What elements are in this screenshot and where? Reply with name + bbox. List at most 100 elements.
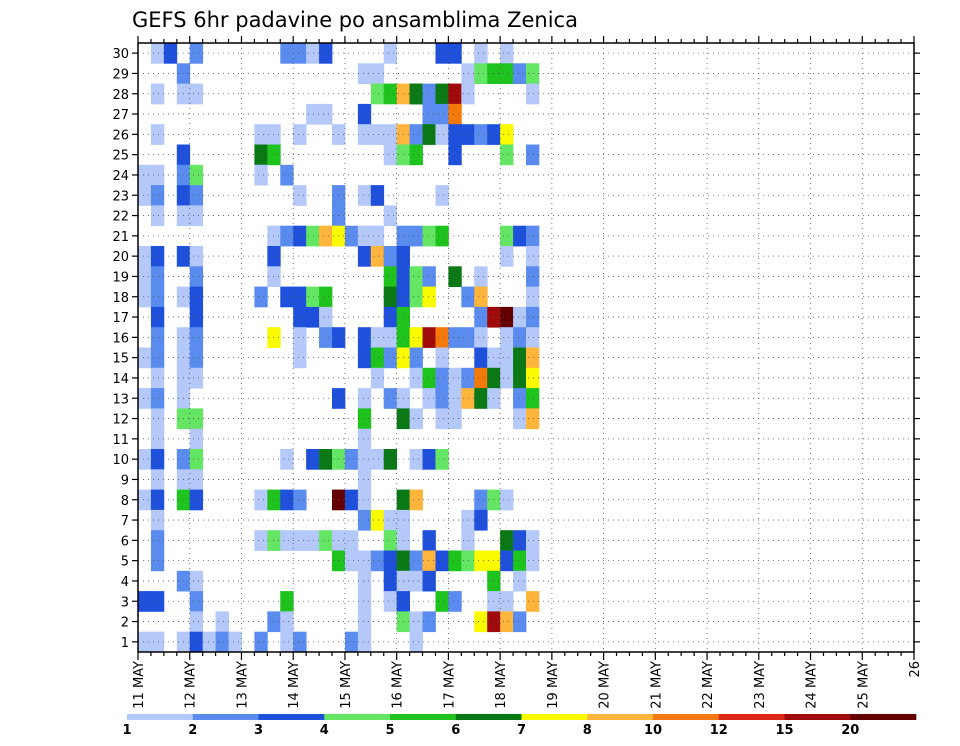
heatmap-cell — [293, 225, 307, 247]
heatmap-cell — [526, 408, 540, 430]
heatmap-cell — [293, 306, 307, 328]
heatmap-cell — [422, 550, 436, 572]
heatmap-cell — [357, 428, 372, 450]
heatmap-cell — [500, 530, 514, 551]
legend-swatch — [455, 714, 522, 720]
heatmap-cell — [138, 164, 152, 186]
heatmap-cell — [306, 449, 320, 470]
heatmap-cell — [370, 327, 385, 348]
heatmap-cell — [383, 286, 398, 308]
heatmap-cell — [461, 124, 475, 145]
legend-label: 20 — [841, 723, 859, 738]
heatmap-cell — [383, 509, 398, 531]
heatmap-cell — [138, 388, 152, 409]
y-tick-label: 29 — [112, 67, 129, 82]
heatmap-cell — [526, 225, 540, 247]
heatmap-cell — [344, 631, 359, 653]
heatmap-cell — [189, 631, 204, 653]
heatmap-cell — [422, 449, 436, 470]
heatmap-cell — [254, 124, 268, 145]
heatmap-cell — [150, 43, 165, 64]
heatmap-cell — [319, 449, 333, 470]
heatmap-cell — [422, 286, 436, 308]
heatmap-cell — [500, 144, 514, 166]
heatmap-cell — [138, 286, 152, 308]
heatmap-cell — [370, 185, 385, 206]
y-tick-label: 3 — [121, 595, 129, 610]
heatmap-cell — [370, 509, 385, 531]
heatmap-cell — [280, 43, 294, 64]
heatmap-cell — [306, 103, 320, 125]
heatmap-cell — [150, 185, 165, 206]
heatmap-cell — [357, 550, 372, 572]
heatmap-cell — [435, 388, 449, 409]
heatmap-cell — [138, 489, 152, 511]
heatmap-cell — [150, 327, 165, 348]
y-tick-label: 26 — [112, 128, 129, 143]
heatmap-cell — [138, 591, 152, 612]
heatmap-cell — [422, 124, 436, 145]
heatmap-cell — [319, 286, 333, 308]
heatmap-cell — [150, 124, 165, 145]
heatmap-cell — [344, 449, 359, 470]
heatmap-cell — [357, 469, 372, 490]
heatmap-cell — [357, 631, 372, 653]
x-tick-label: 15 MAY — [339, 661, 354, 709]
heatmap-cell — [474, 611, 488, 633]
x-tick-label: 14 MAY — [287, 661, 302, 709]
heatmap-cell — [448, 124, 462, 145]
heatmap-cell — [448, 266, 462, 287]
heatmap-cell — [383, 327, 398, 348]
heatmap-cell — [435, 43, 449, 64]
heatmap-cell — [513, 225, 527, 247]
heatmap-cell — [409, 347, 423, 369]
heatmap-cell — [461, 530, 475, 551]
heatmap-cell — [150, 509, 165, 531]
heatmap-cell — [448, 43, 462, 64]
heatmap-cell — [280, 449, 294, 470]
heatmap-cell — [280, 286, 294, 308]
heatmap-cell — [383, 266, 398, 287]
x-tick-label: 11 MAY — [132, 661, 147, 709]
x-tick-label: 21 MAY — [649, 661, 664, 709]
heatmap-cell — [357, 185, 372, 206]
heatmap-cell — [150, 530, 165, 551]
x-tick-label: 25 MAY — [856, 661, 871, 709]
heatmap-cell — [461, 367, 475, 389]
heatmap-cell — [357, 591, 372, 612]
heatmap-cell — [448, 388, 462, 409]
heatmap-cell — [435, 225, 449, 247]
heatmap-cell — [370, 124, 385, 145]
heatmap-cell — [500, 246, 514, 267]
heatmap-cell — [306, 43, 320, 64]
heatmap-cell — [409, 489, 423, 511]
y-tick-label: 15 — [112, 352, 129, 367]
heatmap-cell — [319, 306, 333, 328]
heatmap-cell — [526, 591, 540, 612]
heatmap-cell — [448, 83, 462, 105]
heatmap-cell — [189, 83, 204, 105]
heatmap-cell — [448, 367, 462, 389]
heatmap-cell — [357, 63, 372, 84]
heatmap-cell — [370, 246, 385, 267]
heatmap-cell — [461, 327, 475, 348]
heatmap-cell — [138, 631, 152, 653]
heatmap-cell — [319, 225, 333, 247]
heatmap-cell — [448, 408, 462, 430]
heatmap-cell — [293, 185, 307, 206]
heatmap-cell — [461, 286, 475, 308]
heatmap-cell — [319, 530, 333, 551]
heatmap-cell — [357, 449, 372, 470]
heatmap-cell — [409, 124, 423, 145]
heatmap-cell — [474, 266, 488, 287]
heatmap-cell — [280, 591, 294, 612]
heatmap-cell — [526, 246, 540, 267]
heatmap-cell — [500, 550, 514, 572]
y-tick-label: 30 — [112, 47, 129, 62]
heatmap-cell — [150, 469, 165, 490]
y-tick-label: 9 — [121, 473, 129, 488]
heatmap-cell — [474, 489, 488, 511]
heatmap-cell — [526, 550, 540, 572]
